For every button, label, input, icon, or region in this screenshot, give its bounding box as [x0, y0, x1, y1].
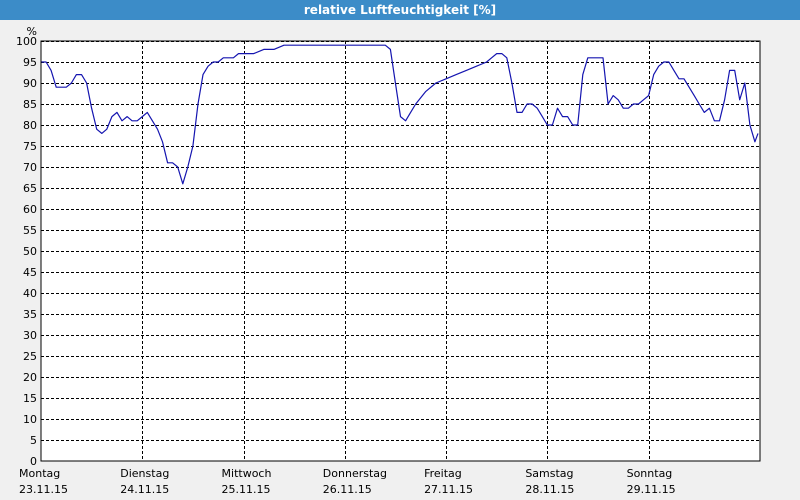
x-tick-date: 27.11.15 — [424, 483, 473, 496]
y-tick-label: 95 — [23, 56, 37, 69]
y-tick-label: 25 — [23, 350, 37, 363]
y-tick-label: 35 — [23, 308, 37, 321]
x-tick-day: Freitag — [424, 467, 462, 480]
y-tick-label: 60 — [23, 203, 37, 216]
x-tick-date: 23.11.15 — [19, 483, 68, 496]
y-tick-label: 30 — [23, 329, 37, 342]
x-tick-date: 24.11.15 — [120, 483, 169, 496]
x-tick-day: Samstag — [525, 467, 573, 480]
x-tick-day: Sonntag — [627, 467, 673, 480]
y-axis-tick-labels: 0 5 10 15 20 25 30 35 40 45 50 55 60 65 70 75 80 85 90 95 10… — [16, 35, 37, 468]
x-tick-day: Donnerstag — [323, 467, 387, 480]
y-tick-label: 0 — [30, 455, 37, 468]
x-tick-date: 26.11.15 — [323, 483, 372, 496]
grid-lines — [41, 41, 760, 461]
humidity-chart: 0 5 10 15 20 25 30 35 40 45 50 55 60 65 70 75 80 85 90 95 10… — [16, 25, 761, 496]
plot-border — [40, 40, 761, 462]
y-tick-label: 50 — [23, 245, 37, 258]
y-tick-label: 10 — [23, 413, 37, 426]
y-tick-label: 75 — [23, 140, 37, 153]
series-group — [41, 44, 759, 185]
plot-area — [41, 41, 760, 461]
y-tick-label: 70 — [23, 161, 37, 174]
y-tick-label: 40 — [23, 287, 37, 300]
y-tick-label: 15 — [23, 392, 37, 405]
y-tick-label: 85 — [23, 98, 37, 111]
y-tick-label: 65 — [23, 182, 37, 195]
x-tick-date: 25.11.15 — [222, 483, 271, 496]
y-tick-label: 80 — [23, 119, 37, 132]
x-axis-tick-labels: Montag 23.11.15 Dienstag 24.11.15 Mittwoch 25… — [19, 467, 676, 496]
y-tick-label: 20 — [23, 371, 37, 384]
window-title: relative Luftfeuchtigkeit [%] — [0, 0, 800, 20]
x-tick-date: 29.11.15 — [627, 483, 676, 496]
humidity-series-line — [41, 44, 759, 185]
x-tick-day: Mittwoch — [222, 467, 272, 480]
y-tick-label: 45 — [23, 266, 37, 279]
x-tick-date: 28.11.15 — [525, 483, 574, 496]
y-tick-label: 100 — [16, 35, 37, 48]
x-tick-day: Dienstag — [120, 467, 169, 480]
y-tick-label: 90 — [23, 77, 37, 90]
y-tick-label: 55 — [23, 224, 37, 237]
y-axis-label: % — [27, 25, 37, 38]
x-tick-day: Montag — [19, 467, 60, 480]
y-tick-label: 5 — [30, 434, 37, 447]
